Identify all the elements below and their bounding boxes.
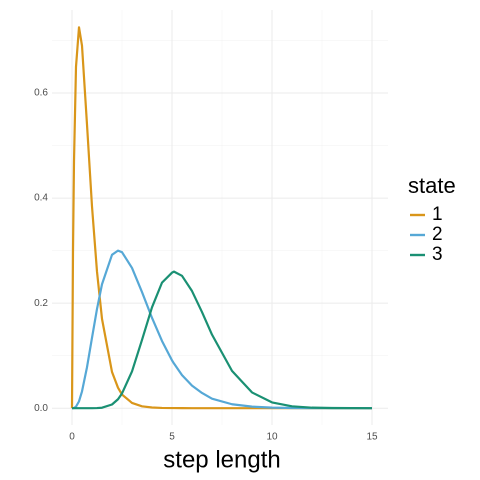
series-line	[71, 249, 372, 410]
x-tick-label: 5	[169, 432, 175, 443]
series-line	[70, 26, 372, 410]
legend-label: 2	[432, 224, 443, 245]
x-tick-label: 15	[366, 432, 378, 443]
x-tick-label: 10	[266, 432, 278, 443]
legend-title: state	[408, 173, 456, 198]
legend-label: 3	[432, 244, 443, 265]
y-tick-label: 0.0	[34, 403, 48, 414]
legend-label: 1	[432, 204, 443, 225]
y-tick-label: 0.2	[34, 298, 48, 309]
series-line	[71, 270, 373, 410]
y-tick-label: 0.6	[34, 88, 48, 99]
y-tick-label: 0.4	[34, 193, 48, 204]
x-tick-label: 0	[69, 432, 75, 443]
x-axis-label: step length	[163, 446, 280, 473]
